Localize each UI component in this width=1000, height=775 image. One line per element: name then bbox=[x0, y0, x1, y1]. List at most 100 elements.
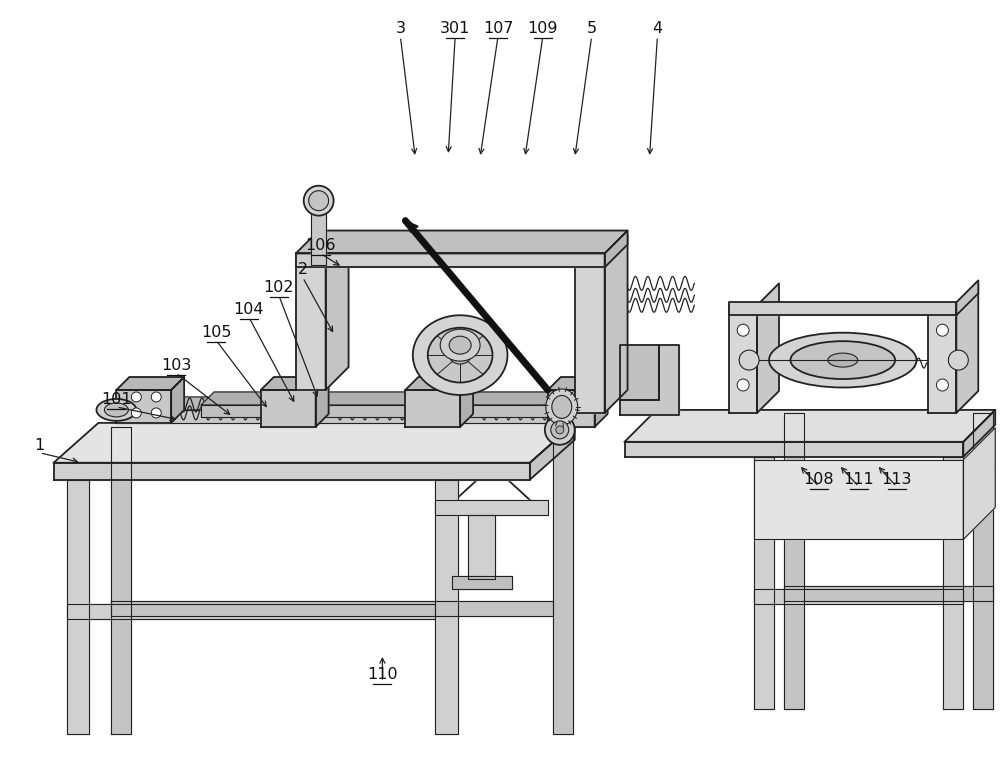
Polygon shape bbox=[575, 257, 605, 413]
Polygon shape bbox=[620, 345, 679, 415]
Text: 2: 2 bbox=[298, 263, 308, 277]
Circle shape bbox=[936, 379, 948, 391]
Ellipse shape bbox=[428, 328, 493, 383]
Text: 108: 108 bbox=[804, 472, 834, 487]
Polygon shape bbox=[54, 463, 530, 480]
Ellipse shape bbox=[440, 329, 480, 361]
Polygon shape bbox=[956, 281, 978, 315]
Ellipse shape bbox=[790, 341, 895, 379]
Polygon shape bbox=[963, 428, 995, 539]
Text: 109: 109 bbox=[528, 21, 558, 36]
Polygon shape bbox=[116, 377, 184, 390]
Text: 301: 301 bbox=[440, 21, 470, 36]
Text: 113: 113 bbox=[881, 472, 912, 487]
Polygon shape bbox=[296, 256, 326, 390]
Circle shape bbox=[131, 408, 141, 418]
Ellipse shape bbox=[552, 395, 572, 418]
Polygon shape bbox=[116, 410, 575, 423]
Text: 105: 105 bbox=[201, 326, 231, 340]
Polygon shape bbox=[973, 413, 993, 709]
Polygon shape bbox=[754, 456, 774, 709]
Polygon shape bbox=[261, 390, 316, 427]
Polygon shape bbox=[757, 284, 779, 413]
Circle shape bbox=[737, 379, 749, 391]
Polygon shape bbox=[452, 577, 512, 589]
Circle shape bbox=[739, 350, 759, 370]
Circle shape bbox=[948, 350, 968, 370]
Text: 104: 104 bbox=[234, 302, 264, 317]
Polygon shape bbox=[468, 515, 495, 579]
Polygon shape bbox=[548, 390, 595, 427]
Polygon shape bbox=[625, 442, 963, 456]
Text: 3: 3 bbox=[395, 21, 405, 36]
Polygon shape bbox=[296, 253, 605, 267]
Ellipse shape bbox=[551, 421, 569, 439]
Polygon shape bbox=[54, 423, 575, 463]
Ellipse shape bbox=[413, 315, 507, 395]
Polygon shape bbox=[326, 232, 349, 390]
Text: 111: 111 bbox=[843, 472, 874, 487]
Polygon shape bbox=[67, 604, 435, 619]
Ellipse shape bbox=[104, 403, 128, 417]
Polygon shape bbox=[116, 397, 588, 410]
Polygon shape bbox=[605, 235, 628, 413]
Polygon shape bbox=[928, 305, 956, 413]
Text: 103: 103 bbox=[161, 358, 191, 373]
Polygon shape bbox=[605, 231, 628, 267]
Polygon shape bbox=[754, 460, 963, 539]
Text: 1: 1 bbox=[35, 438, 45, 453]
Ellipse shape bbox=[545, 415, 575, 445]
Ellipse shape bbox=[304, 186, 334, 215]
Ellipse shape bbox=[556, 425, 564, 434]
Ellipse shape bbox=[96, 399, 136, 421]
Polygon shape bbox=[963, 410, 995, 456]
Polygon shape bbox=[261, 377, 329, 390]
Polygon shape bbox=[754, 589, 963, 604]
Ellipse shape bbox=[309, 191, 329, 211]
Polygon shape bbox=[316, 377, 329, 427]
Text: 4: 4 bbox=[652, 21, 662, 36]
Polygon shape bbox=[620, 345, 659, 400]
Polygon shape bbox=[943, 456, 963, 709]
Polygon shape bbox=[595, 377, 608, 427]
Polygon shape bbox=[171, 377, 184, 423]
Polygon shape bbox=[530, 423, 575, 480]
Text: 5: 5 bbox=[587, 21, 597, 36]
Polygon shape bbox=[729, 305, 757, 413]
Ellipse shape bbox=[449, 336, 471, 354]
Polygon shape bbox=[67, 480, 89, 734]
Polygon shape bbox=[460, 377, 473, 427]
Polygon shape bbox=[311, 205, 326, 266]
Polygon shape bbox=[548, 377, 608, 390]
Ellipse shape bbox=[769, 332, 917, 388]
Circle shape bbox=[737, 324, 749, 336]
Polygon shape bbox=[296, 231, 628, 253]
Circle shape bbox=[936, 324, 948, 336]
Polygon shape bbox=[784, 413, 804, 709]
Text: 110: 110 bbox=[367, 667, 398, 682]
Polygon shape bbox=[201, 405, 570, 417]
Polygon shape bbox=[111, 601, 553, 616]
Polygon shape bbox=[956, 284, 978, 413]
Ellipse shape bbox=[546, 389, 578, 425]
Text: 107: 107 bbox=[483, 21, 513, 36]
Text: 102: 102 bbox=[264, 281, 294, 295]
Ellipse shape bbox=[828, 353, 858, 367]
Polygon shape bbox=[111, 427, 131, 734]
Polygon shape bbox=[405, 377, 473, 390]
Polygon shape bbox=[729, 302, 956, 315]
Circle shape bbox=[131, 392, 141, 402]
Polygon shape bbox=[553, 427, 573, 734]
Circle shape bbox=[151, 408, 161, 418]
Polygon shape bbox=[201, 392, 583, 405]
Polygon shape bbox=[784, 586, 993, 601]
Polygon shape bbox=[435, 500, 548, 515]
Polygon shape bbox=[405, 390, 460, 427]
Ellipse shape bbox=[449, 346, 471, 364]
Circle shape bbox=[151, 392, 161, 402]
Polygon shape bbox=[116, 390, 171, 423]
Polygon shape bbox=[625, 410, 995, 442]
Polygon shape bbox=[435, 480, 458, 734]
Text: 101: 101 bbox=[101, 392, 132, 407]
Text: 106: 106 bbox=[305, 239, 336, 253]
